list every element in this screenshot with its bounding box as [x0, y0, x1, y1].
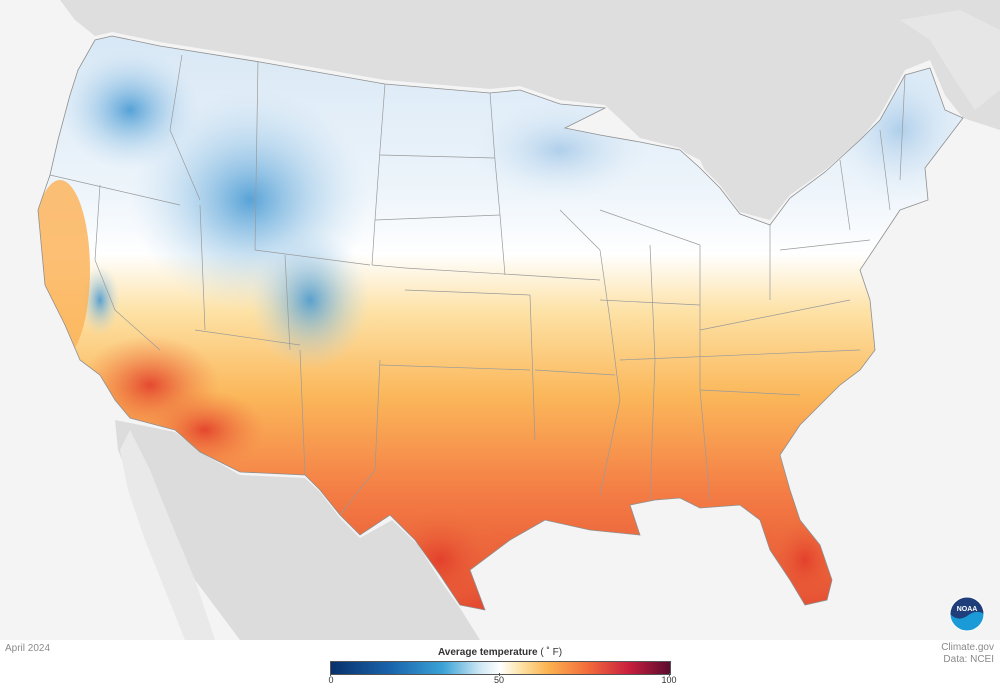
noaa-logo: NOAA	[949, 596, 985, 632]
period-label: April 2024	[5, 643, 51, 654]
legend-tick-mark	[499, 673, 500, 676]
legend-tick-mark	[669, 673, 670, 676]
credit-data-source: Data: NCEI	[943, 654, 994, 665]
legend-unit: ( ˚ F)	[540, 647, 563, 658]
map-footer: April 2024 Average temperature ( ˚ F) 0 …	[0, 640, 1000, 690]
legend-tick-label: 100	[661, 675, 677, 685]
credit-site: Climate.gov	[941, 642, 994, 653]
legend-color-bar	[330, 661, 671, 675]
neighbor-landmasses	[60, 0, 1000, 640]
map-canvas	[37, 0, 1000, 640]
state-borders	[49, 54, 906, 516]
legend-tick-mark	[330, 673, 331, 676]
temperature-map: NOAA	[37, 0, 1000, 640]
legend-title-text: Average temperature	[437, 647, 538, 658]
legend-tick-label: 0	[328, 675, 334, 685]
legend-title: Average temperature ( ˚ F)	[0, 647, 1000, 658]
noaa-logo-text: NOAA	[957, 606, 978, 613]
credit-block: Climate.gov Data: NCEI	[941, 642, 994, 666]
legend-tick-label: 50	[493, 675, 505, 685]
